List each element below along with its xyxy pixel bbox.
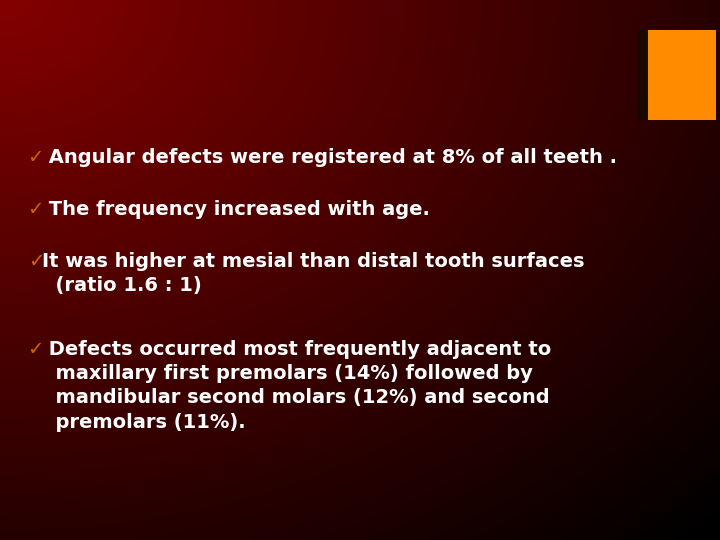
Text: Defects occurred most frequently adjacent to
  maxillary first premolars (14%) f: Defects occurred most frequently adjacen…	[42, 340, 552, 432]
Text: ✓: ✓	[28, 340, 51, 359]
Text: ✓: ✓	[28, 252, 45, 271]
Bar	[648, 30, 716, 120]
Text: It was higher at mesial than distal tooth surfaces
  (ratio 1.6 : 1): It was higher at mesial than distal toot…	[42, 252, 585, 295]
Text: ✓: ✓	[28, 200, 51, 219]
Text: ✓: ✓	[28, 148, 51, 167]
Text: Angular defects were registered at 8% of all teeth .: Angular defects were registered at 8% of…	[42, 148, 617, 167]
Bar	[637, 30, 647, 120]
Text: The frequency increased with age.: The frequency increased with age.	[42, 200, 430, 219]
